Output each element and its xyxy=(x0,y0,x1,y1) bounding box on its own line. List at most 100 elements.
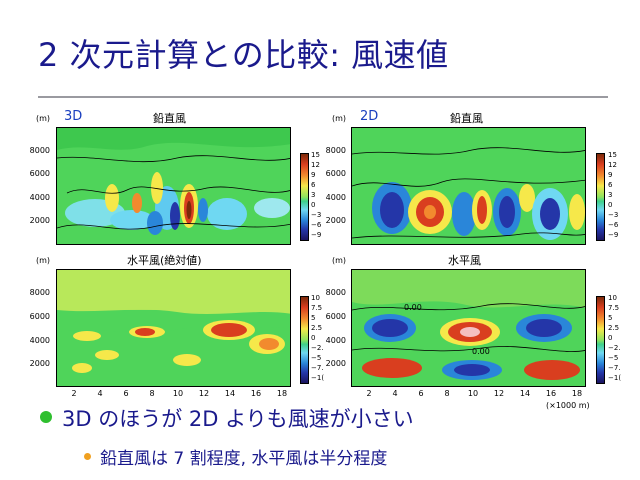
cbtick-br-6: −5 xyxy=(608,354,619,362)
cbtick-br-7: −7. xyxy=(608,364,621,372)
panel-2d-horizontal-wind: 0.00 0.00 xyxy=(351,269,586,387)
xtick-br-10: 10 xyxy=(467,389,479,398)
panel-tag-2d: 2D xyxy=(360,109,379,124)
cbtick-br-8: −1( xyxy=(608,374,622,382)
unit-label-tr: (m) xyxy=(332,114,347,123)
ytick-br-6000: 6000 xyxy=(325,312,346,321)
unit-label-tl: (m) xyxy=(36,114,51,123)
cbtick-tr-3: 6 xyxy=(608,181,613,189)
ytick-tl-8000: 8000 xyxy=(29,146,50,155)
colorbar-horizontal-wind-br xyxy=(596,296,605,384)
ytick-bl-6000: 6000 xyxy=(29,312,50,321)
cbtick-br-3: 2.5 xyxy=(608,324,620,332)
cbtick-tr-0: 15 xyxy=(608,151,617,159)
xtick-bl-12: 12 xyxy=(198,389,210,398)
ytick-bl-8000: 8000 xyxy=(29,288,50,297)
panel-2d-vertical-wind xyxy=(351,127,586,245)
cbtick-br-1: 7.5 xyxy=(608,304,620,312)
cbtick-br-4: 0 xyxy=(608,334,613,342)
unit-label-bl: (m) xyxy=(36,256,51,265)
contour-label-2: 0.00 xyxy=(472,347,490,356)
xtick-br-16: 16 xyxy=(545,389,557,398)
cbtick-bl-4: 0 xyxy=(311,334,316,342)
cbtick-bl-8: −1( xyxy=(311,374,325,382)
cbtick-tr-4: 3 xyxy=(608,191,613,199)
cbtick-tr-8: −9 xyxy=(608,231,619,239)
cbtick-tl-5: 0 xyxy=(311,201,316,209)
x-unit-label: (×1000 m) xyxy=(546,401,590,410)
contour-label-1: 0.00 xyxy=(404,303,422,312)
ytick-tl-2000: 2000 xyxy=(29,216,50,225)
xtick-bl-6: 6 xyxy=(123,389,129,398)
unit-label-br: (m) xyxy=(332,256,347,265)
xtick-br-14: 14 xyxy=(519,389,531,398)
cbtick-bl-0: 10 xyxy=(311,294,320,302)
panel-title-br: 水平風 xyxy=(448,254,481,267)
panel-3d-vertical-wind xyxy=(56,127,291,245)
cbtick-tl-3: 6 xyxy=(311,181,316,189)
xtick-bl-4: 4 xyxy=(97,389,103,398)
cbtick-br-0: 10 xyxy=(608,294,617,302)
plot-2d-vertical-wind xyxy=(352,128,585,244)
cbtick-tl-0: 15 xyxy=(311,151,320,159)
ytick-tr-8000: 8000 xyxy=(325,146,346,155)
plot-2d-horizontal-wind: 0.00 0.00 xyxy=(352,270,585,386)
xtick-br-4: 4 xyxy=(392,389,398,398)
title-divider xyxy=(38,96,608,98)
cbtick-br-5: −2. xyxy=(608,344,621,352)
colorbar-vertical-wind-tr xyxy=(300,153,309,241)
cbtick-tl-6: −3 xyxy=(311,211,322,219)
ytick-tl-4000: 4000 xyxy=(29,193,50,202)
bullet-main-text: 3D のほうが 2D よりも風速が小さい xyxy=(62,407,414,431)
ytick-bl-4000: 4000 xyxy=(29,336,50,345)
colorbar-horizontal-wind-bl xyxy=(300,296,309,384)
cbtick-tl-4: 3 xyxy=(311,191,316,199)
bullet-main-dot xyxy=(40,411,52,423)
xtick-br-6: 6 xyxy=(418,389,424,398)
bullet-sub-text: 鉛直風は 7 割程度, 水平風は半分程度 xyxy=(100,449,388,469)
ytick-tr-6000: 6000 xyxy=(325,169,346,178)
ytick-bl-2000: 2000 xyxy=(29,359,50,368)
xtick-br-2: 2 xyxy=(366,389,372,398)
cbtick-bl-5: −2. xyxy=(311,344,324,352)
cbtick-bl-1: 7.5 xyxy=(311,304,323,312)
plot-3d-horizontal-wind xyxy=(57,270,290,386)
bullet-sub-dot xyxy=(84,453,91,460)
panel-3d-horizontal-wind xyxy=(56,269,291,387)
xtick-bl-10: 10 xyxy=(172,389,184,398)
ytick-tl-6000: 6000 xyxy=(29,169,50,178)
cbtick-bl-6: −5 xyxy=(311,354,322,362)
cbtick-bl-2: 5 xyxy=(311,314,316,322)
cbtick-tr-2: 9 xyxy=(608,171,613,179)
panel-tag-3d: 3D xyxy=(64,109,83,124)
colorbar-vertical-wind-tl xyxy=(596,153,605,241)
ytick-br-2000: 2000 xyxy=(325,359,346,368)
panel-title-tr: 鉛直風 xyxy=(450,112,483,125)
cbtick-tl-8: −9 xyxy=(311,231,322,239)
xtick-bl-16: 16 xyxy=(250,389,262,398)
cbtick-br-2: 5 xyxy=(608,314,613,322)
cbtick-tr-6: −3 xyxy=(608,211,619,219)
plot-3d-vertical-wind xyxy=(57,128,290,244)
cbtick-bl-3: 2.5 xyxy=(311,324,323,332)
slide-title: 2 次元計算との比較: 風速値 xyxy=(38,36,449,74)
xtick-bl-18: 18 xyxy=(276,389,288,398)
xtick-bl-8: 8 xyxy=(149,389,155,398)
ytick-tr-2000: 2000 xyxy=(325,216,346,225)
panel-title-bl: 水平風(絶対値) xyxy=(127,254,202,267)
cbtick-tr-5: 0 xyxy=(608,201,613,209)
ytick-br-4000: 4000 xyxy=(325,336,346,345)
xtick-bl-14: 14 xyxy=(224,389,236,398)
panel-title-tl: 鉛直風 xyxy=(153,112,186,125)
cbtick-tr-1: 12 xyxy=(608,161,617,169)
cbtick-tl-2: 9 xyxy=(311,171,316,179)
ytick-br-8000: 8000 xyxy=(325,288,346,297)
xtick-br-18: 18 xyxy=(571,389,583,398)
cbtick-tr-7: −6 xyxy=(608,221,619,229)
cbtick-tl-7: −6 xyxy=(311,221,322,229)
xtick-bl-2: 2 xyxy=(71,389,77,398)
xtick-br-12: 12 xyxy=(493,389,505,398)
cbtick-bl-7: −7. xyxy=(311,364,324,372)
cbtick-tl-1: 12 xyxy=(311,161,320,169)
ytick-tr-4000: 4000 xyxy=(325,193,346,202)
